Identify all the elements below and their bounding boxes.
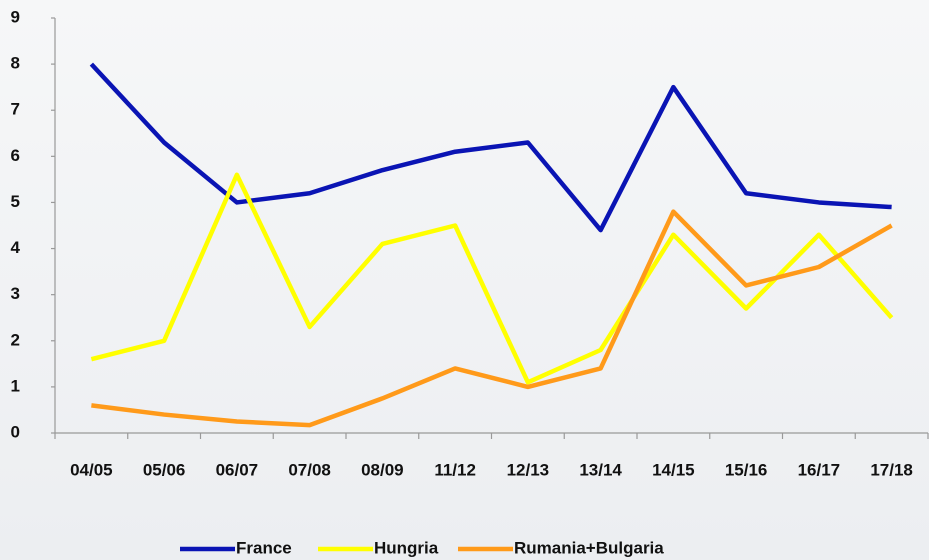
legend-label: Rumania+Bulgaria (514, 538, 664, 557)
series-line (90, 172, 894, 385)
y-tick-label: 4 (11, 238, 21, 257)
y-tick-label: 5 (11, 192, 20, 211)
x-tick-label: 06/07 (216, 460, 259, 479)
x-tick-label: 04/05 (70, 460, 113, 479)
x-tick-label: 12/13 (507, 460, 550, 479)
y-tick-label: 3 (11, 284, 20, 303)
y-tick-label: 1 (11, 376, 20, 395)
series-line (91, 209, 893, 428)
x-tick-label: 08/09 (361, 460, 404, 479)
y-tick-label: 7 (11, 100, 20, 119)
y-tick-label: 6 (11, 146, 20, 165)
x-tick-label: 17/18 (870, 460, 913, 479)
legend-label: Hungria (374, 538, 439, 557)
y-tick-label: 0 (11, 422, 20, 441)
x-tick-label: 15/16 (725, 460, 768, 479)
x-tick-label: 16/17 (798, 460, 841, 479)
series-line (89, 62, 892, 233)
x-tick-label: 11/12 (434, 460, 476, 479)
y-tick-label: 2 (11, 330, 20, 349)
x-tick-label: 05/06 (143, 460, 186, 479)
x-tick-label: 07/08 (288, 460, 331, 479)
y-tick-label: 9 (11, 7, 20, 26)
x-tick-label: 14/15 (652, 460, 695, 479)
legend-label: France (236, 538, 292, 557)
y-tick-label: 8 (11, 54, 20, 73)
x-tick-label: 13/14 (579, 460, 622, 479)
